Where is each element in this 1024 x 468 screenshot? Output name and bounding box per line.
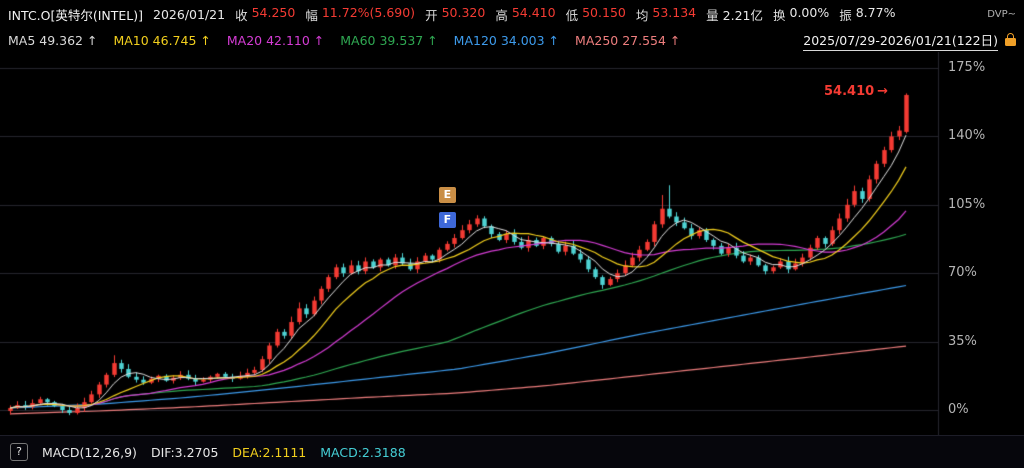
ma-legend-ma20: MA20 42.110 ↑	[226, 32, 325, 48]
date-range: 2025/07/29-2026/01/21(122日)	[803, 30, 998, 51]
event-badge-f[interactable]: F	[438, 212, 456, 229]
y-axis-label: 105%	[948, 196, 986, 212]
symbol-name[interactable]: INTC.O[英特尔(INTEL)]	[8, 7, 144, 23]
event-badge-e[interactable]: E	[438, 187, 456, 204]
y-axis-label: 35%	[948, 333, 977, 349]
ma-legend: MA5 49.362 ↑ MA10 46.745 ↑ MA20 42.110 ↑ MA…	[8, 33, 680, 48]
quote-field: 收 54.250	[235, 4, 296, 23]
quote-header: INTC.O[英特尔(INTEL)] 2026/01/21 收 54.250 幅 11…	[0, 0, 1024, 28]
ma-legend-row: MA5 49.362 ↑ MA10 46.745 ↑ MA20 42.110 ↑ MA…	[0, 28, 1024, 52]
chart-canvas[interactable]	[0, 52, 1024, 435]
trade-date: 2026/01/21	[153, 6, 226, 22]
annotation-price: 54.410	[824, 84, 875, 100]
arrow-right-icon: →	[877, 84, 889, 100]
y-axis-label: 0%	[948, 402, 969, 417]
ma-legend-ma60: MA60 39.537 ↑	[340, 32, 438, 48]
dif-value: DIF:3.2705	[150, 444, 219, 460]
macd-settings[interactable]: MACD(12,26,9)	[42, 444, 137, 460]
help-icon[interactable]: ?	[10, 443, 28, 461]
range-wrap: 2025/07/29-2026/01/21(122日)	[803, 30, 1016, 51]
y-axis-label: 70%	[948, 265, 977, 281]
y-axis-label: 175%	[948, 59, 986, 75]
quote-field: 均 53.134	[635, 4, 697, 23]
quote-field: 换 0.00%	[772, 4, 830, 23]
y-axis-label: 140%	[948, 128, 986, 144]
quote-field: 振 8.77%	[839, 4, 896, 23]
ma-legend-ma120: MA120 34.003 ↑	[453, 32, 560, 48]
quote-fields: 收 54.250 幅 11.72%(5.690) 开 50.320 高 54.410 低 50.1…	[235, 5, 895, 24]
indicator-bar: ? MACD(12,26,9) DIF:3.2705 DEA:2.1111 MACD:…	[0, 435, 1024, 468]
ma-legend-ma10: MA10 46.745 ↑	[113, 32, 211, 48]
corner-watermark: DVP~	[987, 8, 1016, 20]
quote-field: 低 50.150	[565, 4, 626, 23]
dea-value: DEA:2.1111	[232, 444, 307, 460]
ma-legend-ma5: MA5 49.362 ↑	[8, 32, 98, 48]
price-annotation: 54.410 →	[824, 84, 888, 99]
lock-icon[interactable]	[1005, 33, 1016, 46]
quote-field: 幅 11.72%(5.690)	[305, 4, 416, 23]
macd-value: MACD:2.3188	[320, 444, 406, 460]
ma-legend-ma250: MA250 27.554 ↑	[575, 32, 681, 48]
quote-field: 量 2.21亿	[706, 7, 763, 23]
quote-field: 高 54.410	[495, 4, 556, 23]
indicator-values: MACD(12,26,9) DIF:3.2705 DEA:2.1111 MACD:2.…	[42, 445, 406, 460]
quote-field: 开 50.320	[425, 4, 486, 23]
